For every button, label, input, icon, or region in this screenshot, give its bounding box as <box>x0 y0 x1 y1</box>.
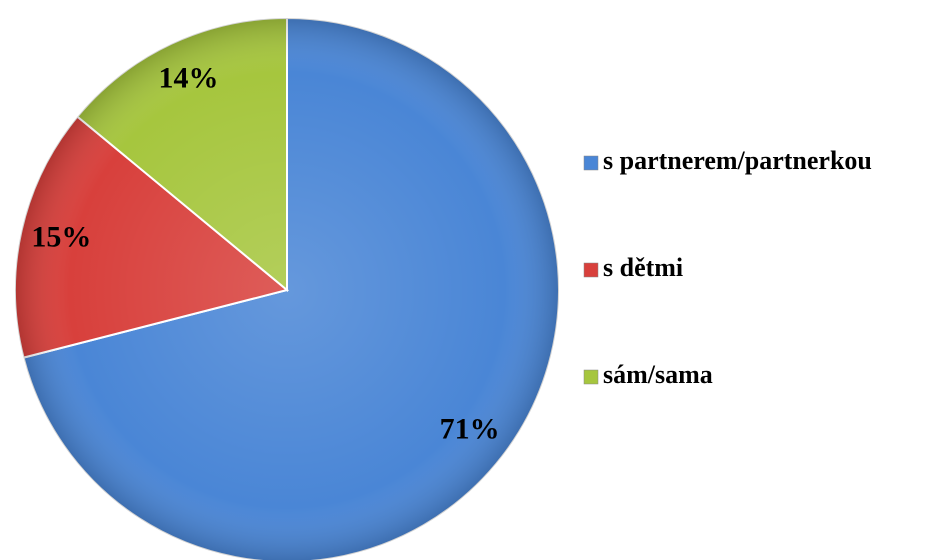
legend-label: s dětmi <box>603 253 683 282</box>
legend-swatch <box>583 369 599 385</box>
data-label: 71% <box>440 413 500 446</box>
data-label: 14% <box>159 62 219 95</box>
legend: s partnerem/partnerkou s dětmi sám/sama <box>583 146 872 389</box>
data-label: 15% <box>31 220 91 253</box>
legend-label: s partnerem/partnerkou <box>603 146 872 175</box>
data-labels: 71% 15% 14% <box>31 62 499 446</box>
legend-swatch <box>583 262 599 278</box>
legend-swatch <box>583 155 599 171</box>
legend-label: sám/sama <box>603 360 713 389</box>
pie <box>14 16 560 560</box>
